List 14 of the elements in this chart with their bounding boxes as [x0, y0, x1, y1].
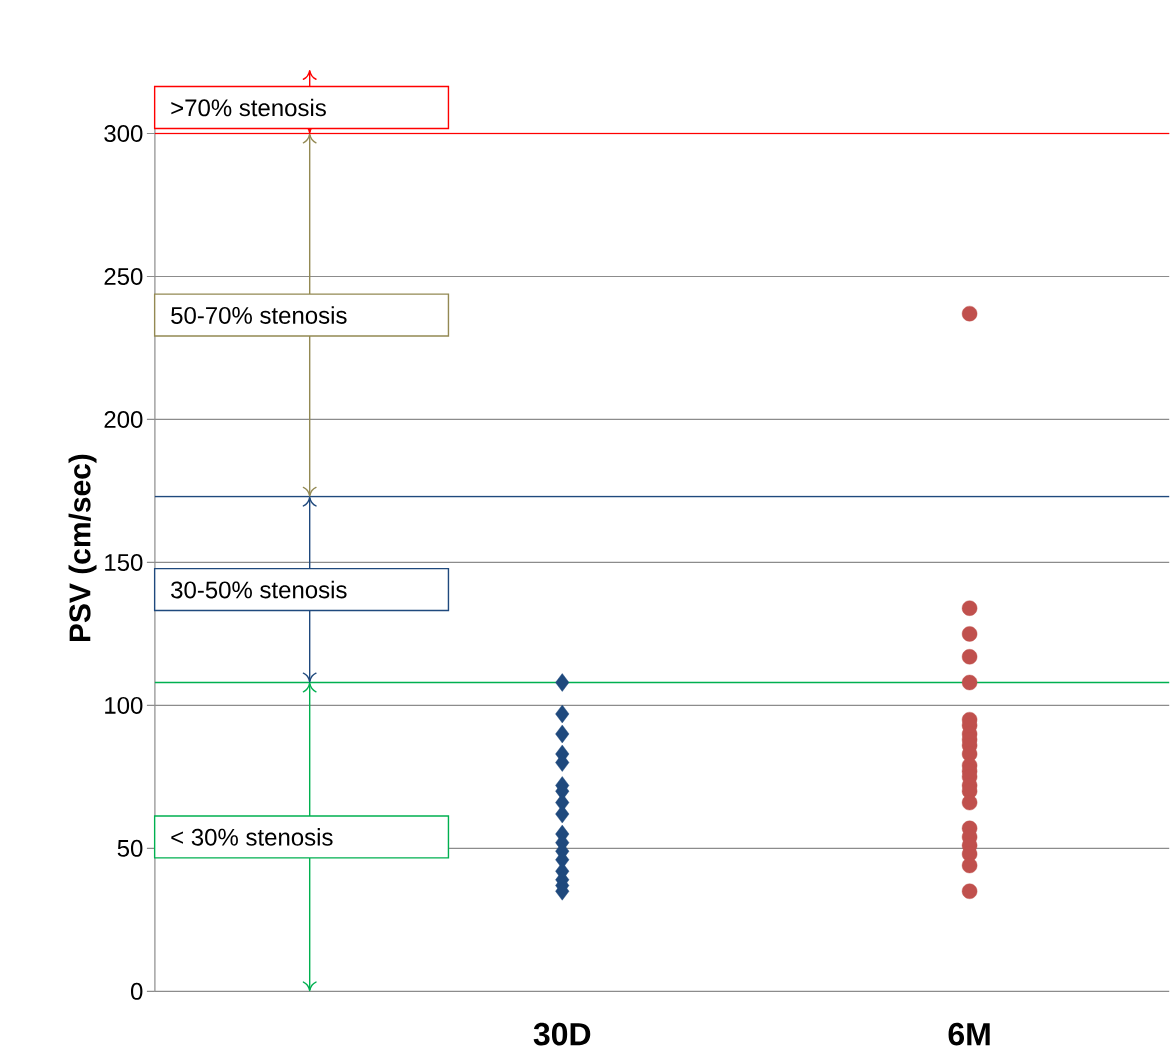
x-tick-label: 6M — [948, 1022, 990, 1046]
annotation: 50-70% stenosis — [171, 306, 347, 324]
y-axis-title: PSV (cm/sec) — [68, 454, 97, 641]
annotation: < 30% stenosis — [171, 827, 333, 846]
y-tick-label: 150 — [105, 553, 143, 571]
annotation: 30-50% stenosis — [171, 580, 347, 599]
y-tick-label: 300 — [104, 124, 143, 142]
y-tick-label: 250 — [104, 267, 143, 285]
y-tick-label: 50 — [117, 839, 143, 857]
annotation: >70% stenosis — [171, 98, 326, 117]
y-tick-label: 0 — [130, 982, 143, 1000]
y-tick-label: 100 — [105, 696, 143, 714]
x-tick-label: 30D — [533, 1022, 591, 1046]
y-tick-label: 200 — [104, 410, 143, 428]
